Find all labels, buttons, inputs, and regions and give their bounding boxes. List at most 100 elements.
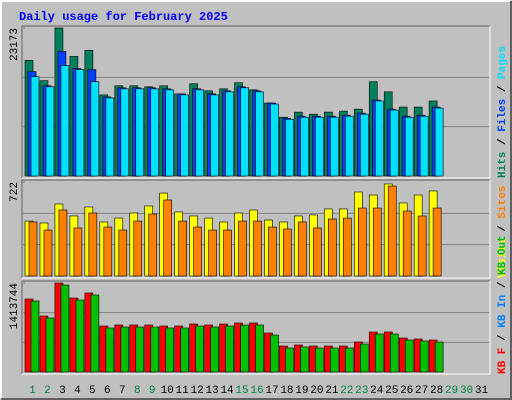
x-tick-label: 23 [355, 385, 368, 397]
bar [300, 346, 309, 373]
legend: Hits / Files / Pages [497, 46, 509, 178]
bar [404, 339, 414, 373]
chart-title: Daily usage for February 2025 [19, 10, 228, 24]
bar [253, 220, 262, 277]
bar [165, 89, 175, 177]
bar [120, 88, 130, 177]
bar [120, 326, 130, 373]
bar [180, 94, 189, 177]
bar [103, 226, 113, 277]
y-tick-label: 23173 [9, 28, 21, 61]
x-tick-label: 25 [385, 385, 398, 397]
x-tick-label: 28 [430, 385, 443, 397]
bar [163, 199, 173, 277]
legend: KB F / KB In / KB Out [497, 235, 509, 374]
bar [389, 333, 399, 373]
x-tick-label: 12 [191, 385, 204, 397]
bar [240, 87, 249, 177]
legend-entry: Sites [497, 186, 509, 219]
bar [434, 341, 444, 373]
x-tick-label: 19 [295, 385, 308, 397]
bar [88, 212, 98, 277]
bar [75, 299, 85, 373]
bar [330, 116, 339, 177]
legend-entry: KB F [497, 348, 509, 374]
bar [90, 81, 100, 177]
x-tick-label: 18 [280, 385, 293, 397]
legend-separator: / [497, 79, 509, 99]
bar [270, 103, 279, 177]
x-tick-label: 22 [340, 385, 353, 397]
bar [225, 325, 234, 373]
bar [73, 227, 83, 277]
legend-entry: Pages [497, 46, 509, 79]
legend-entry: Visits [497, 238, 509, 278]
bar [402, 210, 412, 277]
bar [165, 327, 175, 373]
bar [300, 116, 309, 177]
bar [238, 220, 247, 277]
bar [345, 115, 354, 177]
x-tick-label: 6 [104, 385, 111, 397]
bar [210, 94, 219, 177]
bar [343, 217, 352, 277]
legend-entry: Hits [497, 152, 509, 178]
legend-entry: KB Out [497, 235, 509, 275]
bar [345, 347, 354, 373]
legend-separator: / [497, 219, 509, 239]
bar [43, 229, 53, 277]
bar [60, 284, 70, 373]
bar [150, 326, 160, 373]
bar [240, 324, 249, 373]
bar [148, 213, 158, 277]
bar [30, 300, 40, 373]
x-tick-label: 26 [400, 385, 413, 397]
panel-edge [22, 180, 491, 279]
panel-edge [22, 281, 491, 375]
bar [404, 116, 414, 177]
x-tick-label: 14 [220, 385, 234, 397]
panel-edge [21, 179, 490, 278]
bar [268, 226, 277, 277]
bar [45, 317, 55, 373]
x-tick-label: 11 [176, 385, 190, 397]
panel-edge [22, 26, 491, 179]
bar [374, 100, 384, 177]
bar [389, 109, 399, 177]
x-tick-label: 29 [445, 385, 458, 397]
bar [180, 327, 189, 373]
bar [118, 229, 128, 277]
x-tick-label: 8 [134, 385, 141, 397]
bar [330, 347, 339, 373]
legend-separator: / [497, 328, 509, 348]
bar [387, 185, 397, 277]
bar [178, 220, 187, 277]
bar [434, 107, 444, 177]
bar [432, 207, 442, 277]
bar [208, 229, 217, 277]
x-tick-label: 15 [235, 385, 248, 397]
bar [417, 215, 427, 277]
bar [135, 326, 145, 373]
bar [60, 65, 70, 177]
bar [357, 207, 367, 277]
bar [374, 333, 384, 373]
bar [193, 226, 202, 277]
x-tick-label: 27 [415, 385, 428, 397]
bar [313, 227, 322, 277]
legend-separator: / [497, 275, 509, 295]
x-tick-label: 2 [44, 385, 51, 397]
bar [285, 347, 294, 373]
bar [150, 88, 160, 177]
x-tick-label: 10 [161, 385, 174, 397]
bar [255, 324, 264, 373]
bar [359, 113, 369, 177]
bar [223, 229, 232, 277]
bar [285, 118, 294, 177]
legend-entry: Files [497, 99, 509, 132]
x-tick-label: 24 [370, 385, 384, 397]
x-tick-label: 13 [205, 385, 218, 397]
bar [30, 76, 40, 177]
